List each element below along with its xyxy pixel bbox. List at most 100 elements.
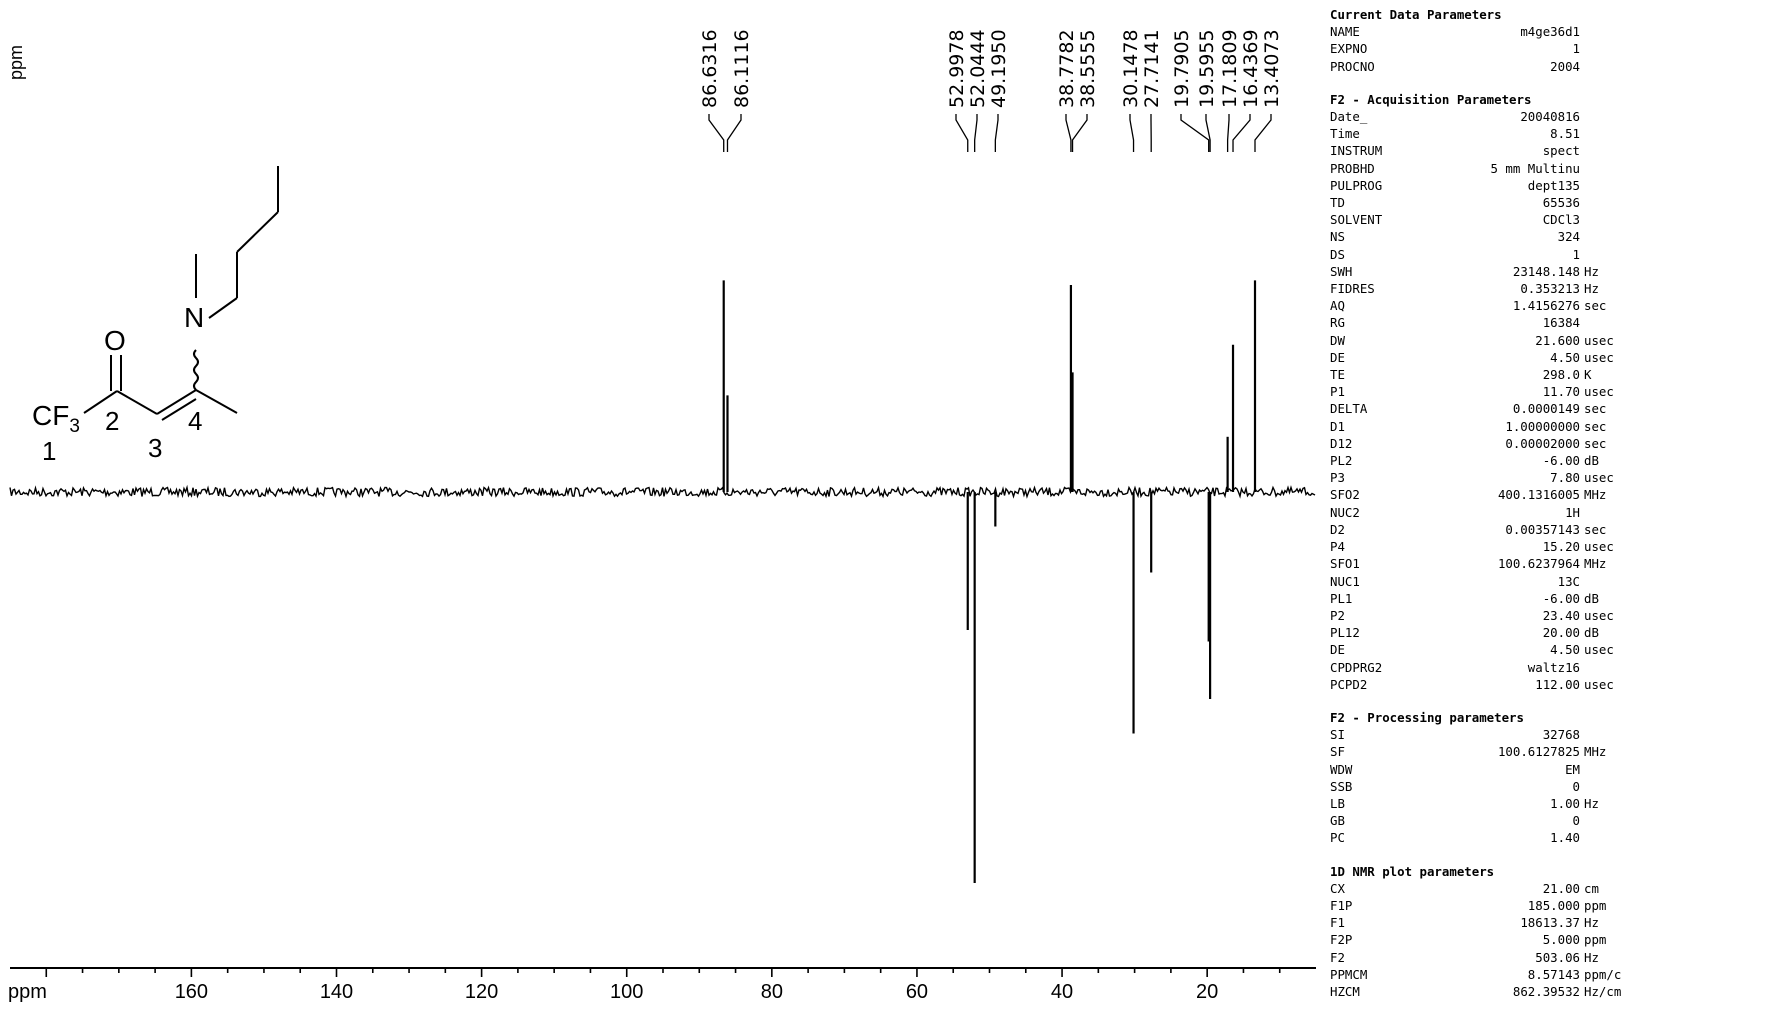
param-unit: dB <box>1584 625 1599 641</box>
peak-label: 13.4073 <box>1261 29 1283 108</box>
param-row: CPDPRG2 waltz16 <box>1330 659 1785 676</box>
param-key: Date_ <box>1330 109 1368 125</box>
x-tick-label: 160 <box>175 981 208 1003</box>
peak-label-leader <box>1205 114 1211 152</box>
param-value: 20040816 <box>1520 109 1580 125</box>
param-row: FIDRES 0.353213 Hz <box>1330 280 1785 297</box>
param-row: PL12 20.00 dB <box>1330 624 1785 641</box>
param-row: SWH 23148.148 Hz <box>1330 263 1785 280</box>
param-key: PL12 <box>1330 625 1360 641</box>
param-value: 1H <box>1565 504 1580 520</box>
param-unit <box>1580 314 1584 331</box>
y-axis-label: ppm <box>6 45 26 80</box>
x-tick-label: 20 <box>1196 981 1218 1003</box>
param-row: RG 16384 <box>1330 314 1785 331</box>
param-row: F1P 185.000 ppm <box>1330 897 1785 914</box>
param-value: 8.51 <box>1550 126 1580 142</box>
param-unit <box>1580 58 1584 75</box>
param-row: DELTA 0.0000149 sec <box>1330 400 1785 417</box>
param-row: INSTRUM spect <box>1330 142 1785 159</box>
param-unit: usec <box>1584 539 1614 555</box>
section-title: F2 - Acquisition Parameters <box>1330 91 1532 107</box>
peak-label: 27.7141 <box>1141 29 1163 108</box>
param-unit: cm <box>1584 880 1599 896</box>
param-value: 4.50 <box>1550 349 1580 365</box>
param-row: PCPD2 112.00 usec <box>1330 676 1785 693</box>
param-key: F2 <box>1330 949 1345 965</box>
param-value: -6.00 <box>1542 453 1580 469</box>
param-value: 18613.37 <box>1520 915 1580 931</box>
param-value: 100.6127825 <box>1497 744 1580 760</box>
param-row: PL2 -6.00 dB <box>1330 452 1785 469</box>
param-row: P3 7.80 usec <box>1330 469 1785 486</box>
param-key: NUC2 <box>1330 504 1360 520</box>
peak-label: 17.1809 <box>1219 29 1241 108</box>
param-key: DE <box>1330 349 1345 365</box>
peak-label-leader <box>1226 114 1230 152</box>
param-key: TE <box>1330 367 1345 383</box>
atom-number-1: 1 <box>42 436 56 466</box>
param-value: waltz16 <box>1527 659 1580 675</box>
param-unit <box>1580 726 1584 743</box>
param-unit: usec <box>1584 642 1614 658</box>
x-axis-ticks: 160 140 120 100 80 60 40 20 <box>45 968 1281 1003</box>
param-row: PC 1.40 <box>1330 829 1785 846</box>
param-key: AQ <box>1330 298 1345 314</box>
param-row: D1 1.00000000 sec <box>1330 418 1785 435</box>
param-key: PL2 <box>1330 453 1353 469</box>
param-value: 0.00357143 <box>1505 521 1580 537</box>
param-row: P2 23.40 usec <box>1330 607 1785 624</box>
peak-label: 38.5555 <box>1077 29 1099 108</box>
param-row: EXPNO 1 <box>1330 40 1785 57</box>
param-value: 324 <box>1557 229 1580 245</box>
param-unit: ppm <box>1584 932 1607 948</box>
param-row: Date_ 20040816 <box>1330 108 1785 125</box>
param-value: 5 mm Multinu <box>1490 160 1580 176</box>
param-value: 862.39532 <box>1512 983 1580 999</box>
param-key: P1 <box>1330 384 1345 400</box>
param-unit: usec <box>1584 332 1614 348</box>
param-unit <box>1580 829 1584 846</box>
param-row: D12 0.00002000 sec <box>1330 435 1785 452</box>
param-key: D12 <box>1330 435 1353 451</box>
param-unit: usec <box>1584 676 1614 692</box>
param-value: 1.00 <box>1550 795 1580 811</box>
param-value: 7.80 <box>1550 470 1580 486</box>
param-key: P4 <box>1330 539 1345 555</box>
param-row: PL1 -6.00 dB <box>1330 590 1785 607</box>
param-row: F2P 5.000 ppm <box>1330 931 1785 948</box>
param-value: EM <box>1565 761 1580 777</box>
param-value: 1 <box>1572 41 1580 57</box>
peak-label: 86.6316 <box>699 29 721 108</box>
param-row: SF 100.6127825 MHz <box>1330 743 1785 760</box>
param-unit: usec <box>1584 349 1614 365</box>
param-unit: sec <box>1584 401 1607 417</box>
plot-parameters: 1D NMR plot parameters CX 21.00 cm F1P 185.0… <box>1330 863 1785 1001</box>
param-row: GB 0 <box>1330 812 1785 829</box>
param-unit <box>1580 108 1584 125</box>
peak-label: 49.1950 <box>988 29 1010 108</box>
param-key: DS <box>1330 246 1345 262</box>
param-row: NUC1 13C <box>1330 573 1785 590</box>
param-value: 0 <box>1572 778 1580 794</box>
param-value: 1.40 <box>1550 830 1580 846</box>
cf3-group: CF3 <box>32 400 80 437</box>
param-value: 1.4156276 <box>1512 298 1580 314</box>
param-row: DE 4.50 usec <box>1330 641 1785 658</box>
section-title: Current Data Parameters <box>1330 7 1502 22</box>
param-key: DELTA <box>1330 401 1368 417</box>
param-unit <box>1580 177 1584 194</box>
param-row: SFO1 100.6237964 MHz <box>1330 555 1785 572</box>
atom-number-3: 3 <box>148 433 162 463</box>
peak-label: 38.7782 <box>1056 29 1078 108</box>
param-unit: MHz <box>1584 487 1607 503</box>
bond-butyl-3 <box>236 211 279 253</box>
param-key: PROBHD <box>1330 160 1375 176</box>
param-value: 13C <box>1557 573 1580 589</box>
atom-number-4: 4 <box>188 406 202 436</box>
atom-number-2: 2 <box>105 406 119 436</box>
param-key: RG <box>1330 315 1345 331</box>
param-row: SSB 0 <box>1330 778 1785 795</box>
param-unit: sec <box>1584 521 1607 537</box>
param-row: NS 324 <box>1330 228 1785 245</box>
